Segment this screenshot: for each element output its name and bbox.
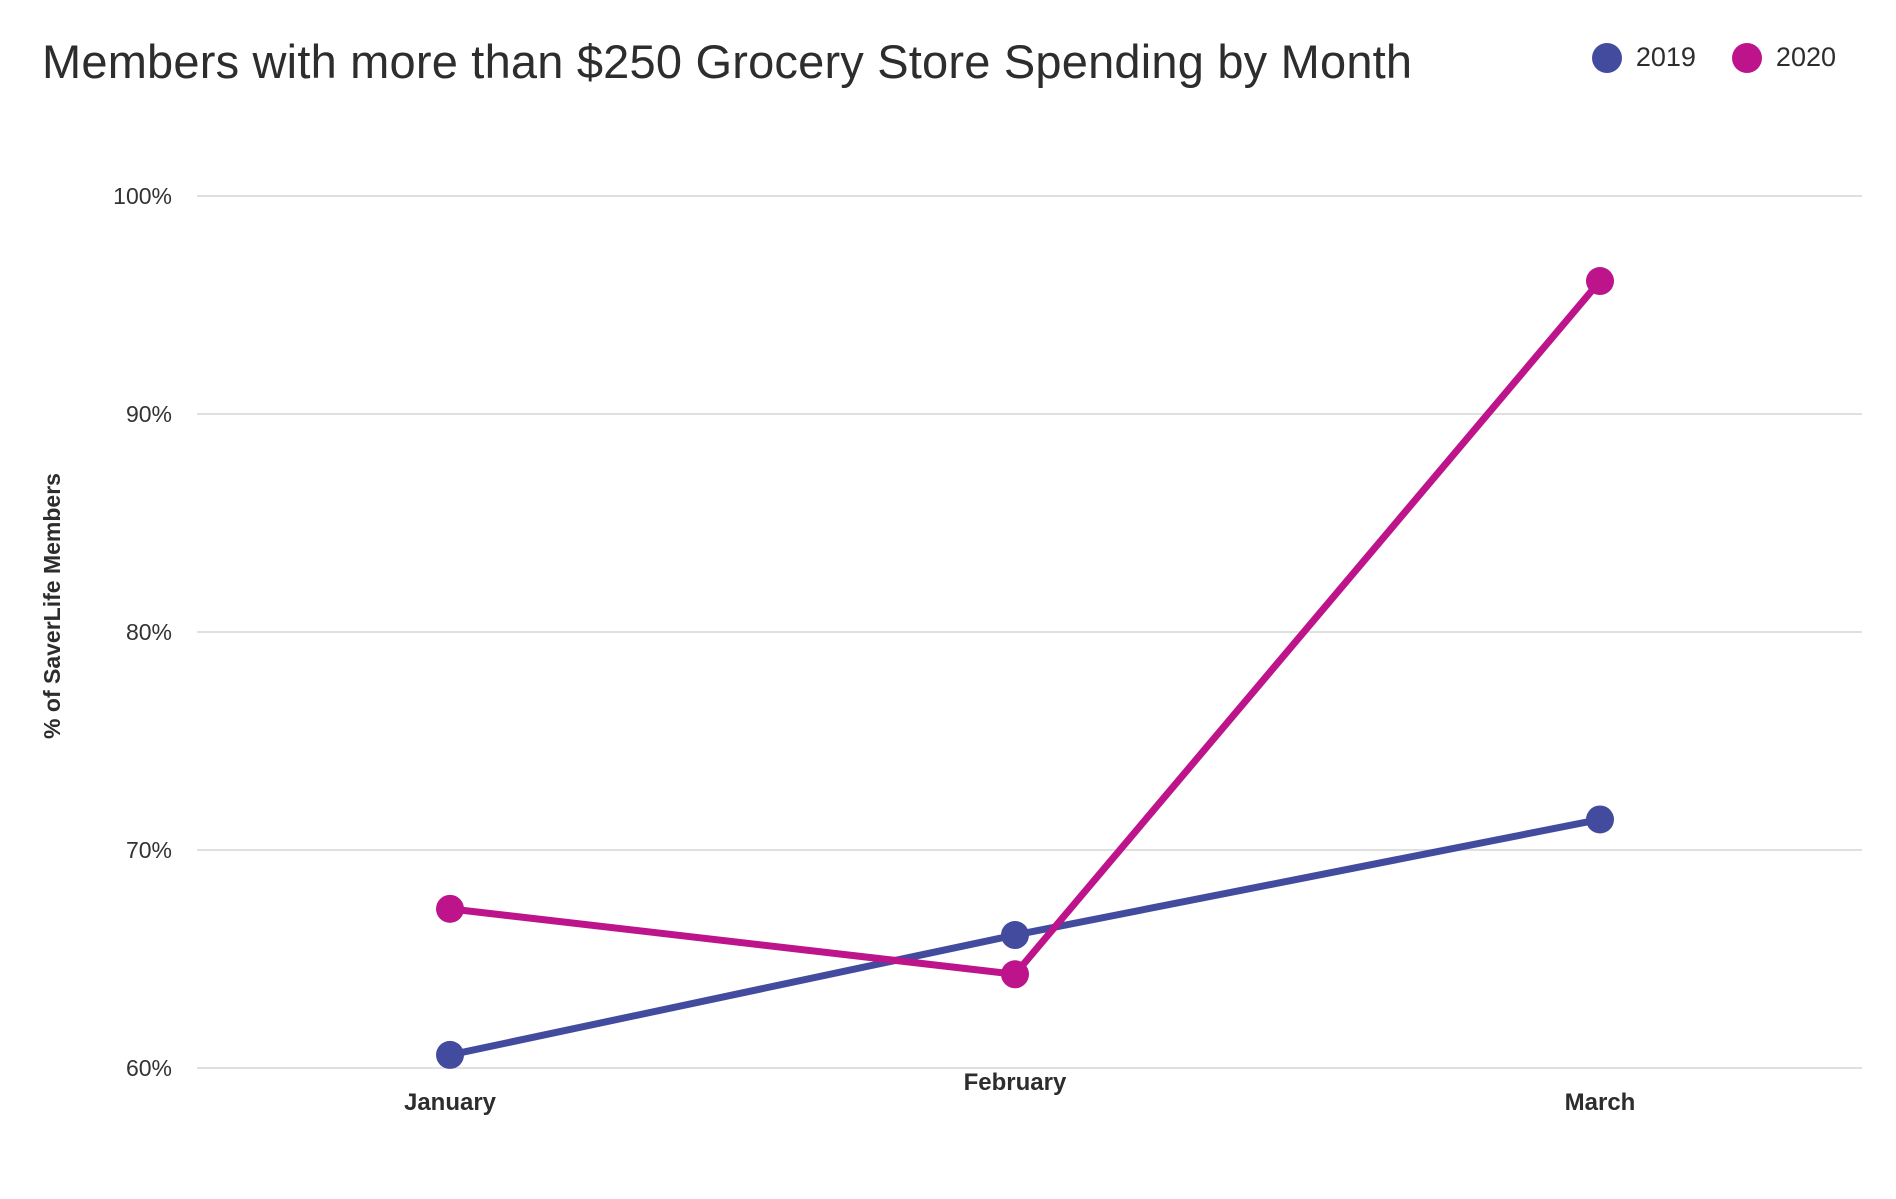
- legend-label-2020: 2020: [1775, 42, 1836, 72]
- legend-swatch-2019: [1591, 42, 1622, 73]
- y-tick-label-100: 100%: [113, 183, 172, 209]
- y-tick-label-70: 70%: [126, 837, 172, 863]
- y-axis-title: % of SaverLife Members: [39, 473, 65, 739]
- data-point-2020-january[interactable]: [436, 894, 464, 923]
- legend-swatch-2020: [1731, 42, 1762, 73]
- y-tick-label-80: 80%: [126, 619, 172, 645]
- data-point-2019-march[interactable]: [1586, 805, 1614, 834]
- legend-label-2019: 2019: [1635, 42, 1696, 72]
- gridlines: [197, 195, 1862, 1069]
- data-point-2020-march[interactable]: [1586, 267, 1614, 296]
- series-line-2020: [446, 277, 1604, 978]
- data-point-2019-february[interactable]: [1001, 921, 1029, 950]
- data-point-2020-february[interactable]: [1001, 960, 1029, 989]
- legend: 2019 2020: [1591, 42, 1836, 73]
- x-category-label-february: February: [964, 1069, 1067, 1096]
- x-category-label-march: March: [1565, 1089, 1636, 1116]
- data-point-2019-january[interactable]: [436, 1040, 464, 1069]
- y-tick-labels: 60% 70% 80% 90% 100%: [113, 183, 172, 1081]
- y-tick-label-60: 60%: [126, 1055, 172, 1081]
- chart-title: Members with more than $250 Grocery Stor…: [42, 35, 1413, 88]
- x-category-label-january: January: [404, 1089, 497, 1116]
- series-lines: [436, 267, 1614, 1069]
- y-tick-label-90: 90%: [126, 401, 172, 427]
- x-category-labels: January February March: [404, 1069, 1635, 1116]
- legend-item-2020[interactable]: 2020: [1731, 42, 1836, 73]
- legend-item-2019[interactable]: 2019: [1591, 42, 1696, 73]
